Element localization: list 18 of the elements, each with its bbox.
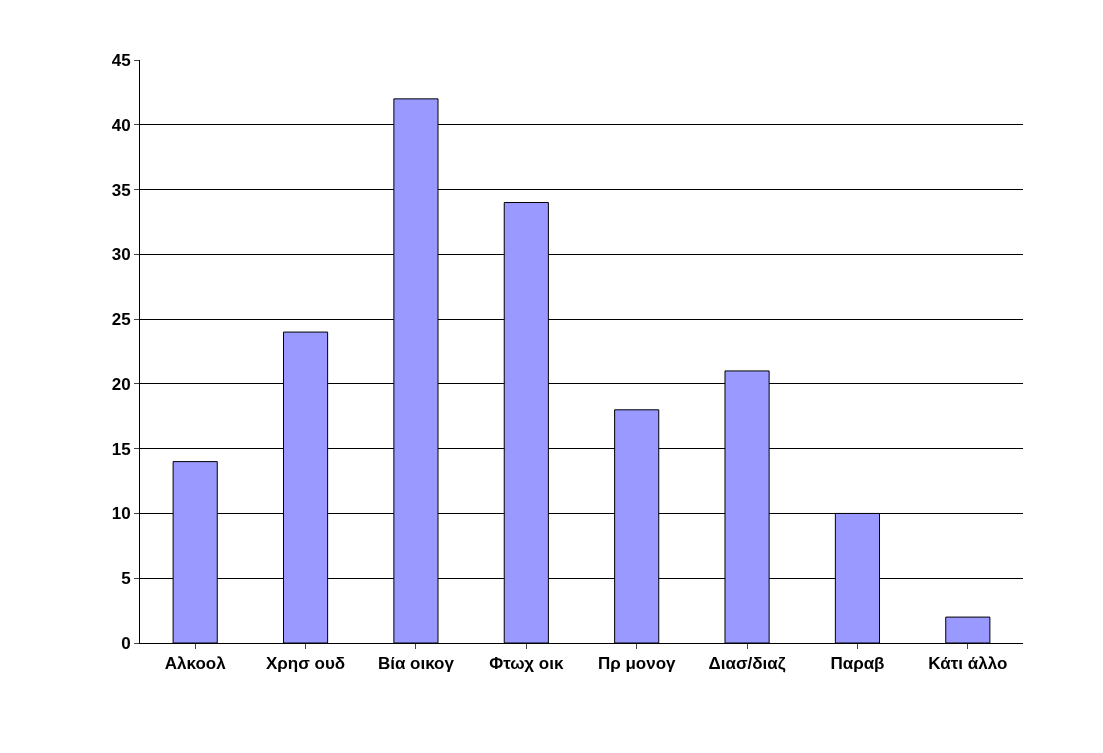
y-tick-label: 45 bbox=[111, 50, 131, 70]
x-tick-label: Χρησ ουδ bbox=[265, 654, 346, 674]
x-tick-label: Φτωχ οικ bbox=[489, 654, 564, 674]
y-tick-label: 5 bbox=[121, 569, 131, 589]
x-tick-label: Κάτι άλλο bbox=[928, 654, 1008, 674]
y-tick-label: 20 bbox=[111, 374, 131, 394]
y-tick-label: 25 bbox=[111, 310, 131, 330]
x-tick-label: Αλκοολ bbox=[164, 654, 227, 674]
x-tick-label: Παραβ bbox=[830, 654, 885, 674]
x-tick-label: Βία οικογ bbox=[377, 654, 455, 674]
y-tick-label: 35 bbox=[111, 180, 131, 200]
y-tick-label: 30 bbox=[111, 245, 131, 265]
y-tick-label: 15 bbox=[111, 439, 131, 459]
x-tick-label: Πρ μονογ bbox=[597, 654, 677, 674]
y-tick-label: 10 bbox=[111, 504, 131, 524]
y-tick-label: 0 bbox=[121, 633, 131, 653]
x-tick-label: Διασ/διαζ bbox=[708, 654, 786, 674]
y-tick-label: 40 bbox=[111, 115, 131, 135]
